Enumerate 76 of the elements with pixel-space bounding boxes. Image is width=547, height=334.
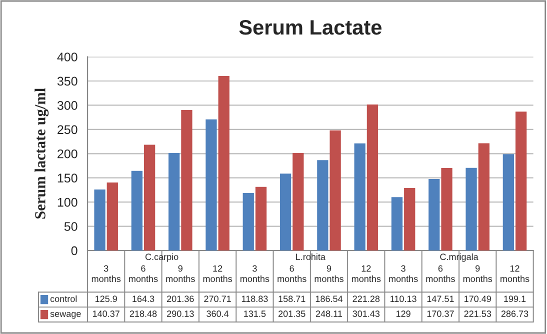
data-label: 201.36 — [167, 296, 194, 302]
bar — [391, 197, 403, 250]
bar — [404, 188, 416, 250]
bar — [330, 130, 341, 250]
bar — [131, 170, 143, 250]
data-label: 286.73 — [501, 310, 528, 317]
text: L.rohita — [296, 253, 326, 260]
y-tick-label: 0 — [71, 246, 78, 256]
data-label: 218.48 — [130, 310, 157, 317]
bar — [502, 154, 514, 250]
bar — [106, 182, 118, 250]
x-tick-label: 3 months — [389, 265, 418, 282]
data-label: 199.1 — [504, 296, 526, 302]
x-tick-label: 3 months — [92, 265, 121, 282]
data-label: 221.53 — [464, 310, 492, 317]
bar — [206, 119, 217, 250]
bar — [366, 104, 378, 250]
data-label: 221.28 — [352, 296, 380, 302]
data-label: 118.83 — [242, 296, 268, 302]
data-label: 164.3 — [132, 296, 154, 302]
bar — [317, 160, 328, 250]
bar — [144, 144, 156, 250]
bar — [218, 76, 230, 250]
x-tick-label: 9 months — [166, 265, 195, 282]
bar — [181, 110, 192, 250]
y-tick-label: 250 — [58, 125, 78, 134]
data-label: 125.9 — [95, 296, 117, 302]
legend-label: control — [50, 295, 77, 302]
data-label: 170.37 — [427, 310, 454, 317]
x-tick-label: 9 months — [463, 265, 492, 282]
data-label: 201.35 — [278, 310, 306, 317]
y-tick-label: 100 — [58, 198, 78, 207]
bar — [441, 168, 452, 250]
y-tick-label: 150 — [58, 174, 78, 183]
x-tick-label: 12 months — [500, 265, 530, 282]
data-label: 131.5 — [244, 310, 266, 317]
bar — [280, 174, 292, 250]
data-label: 301.43 — [352, 310, 380, 317]
data-label: 186.54 — [316, 296, 343, 302]
chart-title: Serum Lactate — [239, 20, 382, 35]
bar — [354, 143, 366, 250]
y-tick-label: 300 — [57, 101, 78, 110]
data-label: 360.4 — [206, 310, 229, 317]
bar — [466, 168, 477, 250]
y-tick-label: 50 — [64, 222, 78, 231]
bar — [255, 186, 267, 250]
data-label: 248.11 — [316, 310, 342, 317]
data-label: 110.13 — [390, 296, 416, 302]
data-label: 147.51 — [427, 296, 454, 302]
text: C.mrigala — [440, 253, 478, 262]
x-tick-label: 6 months — [426, 265, 455, 282]
x-tick-label: 6 months — [129, 265, 158, 282]
text: C.carpio — [145, 253, 178, 262]
data-label: 140.37 — [92, 310, 120, 317]
bar — [292, 152, 304, 250]
bar — [168, 152, 180, 250]
legend-label: sewage — [50, 312, 81, 319]
y-tick-label: 200 — [58, 149, 78, 158]
x-tick-label: 6 months — [278, 265, 306, 282]
data-label: 290.13 — [167, 310, 194, 317]
y-tick-label: 400 — [57, 52, 78, 62]
bar — [242, 192, 254, 250]
y-axis-title: Serum lactate ug/ml — [34, 88, 49, 219]
data-label: 170.49 — [464, 296, 491, 302]
y-tick-label: 350 — [57, 76, 78, 86]
data-label: 129 — [396, 310, 410, 317]
bar — [94, 190, 106, 250]
bar — [515, 112, 527, 250]
x-tick-label: 3 months — [240, 265, 270, 282]
x-tick-label: 12 months — [203, 265, 232, 282]
x-tick-label: 12 months — [352, 265, 381, 282]
x-tick-label: 9 months — [314, 265, 344, 282]
bar — [478, 143, 490, 250]
data-label: 270.71 — [204, 296, 231, 302]
data-label: 158.71 — [278, 296, 306, 302]
bar — [428, 179, 440, 250]
